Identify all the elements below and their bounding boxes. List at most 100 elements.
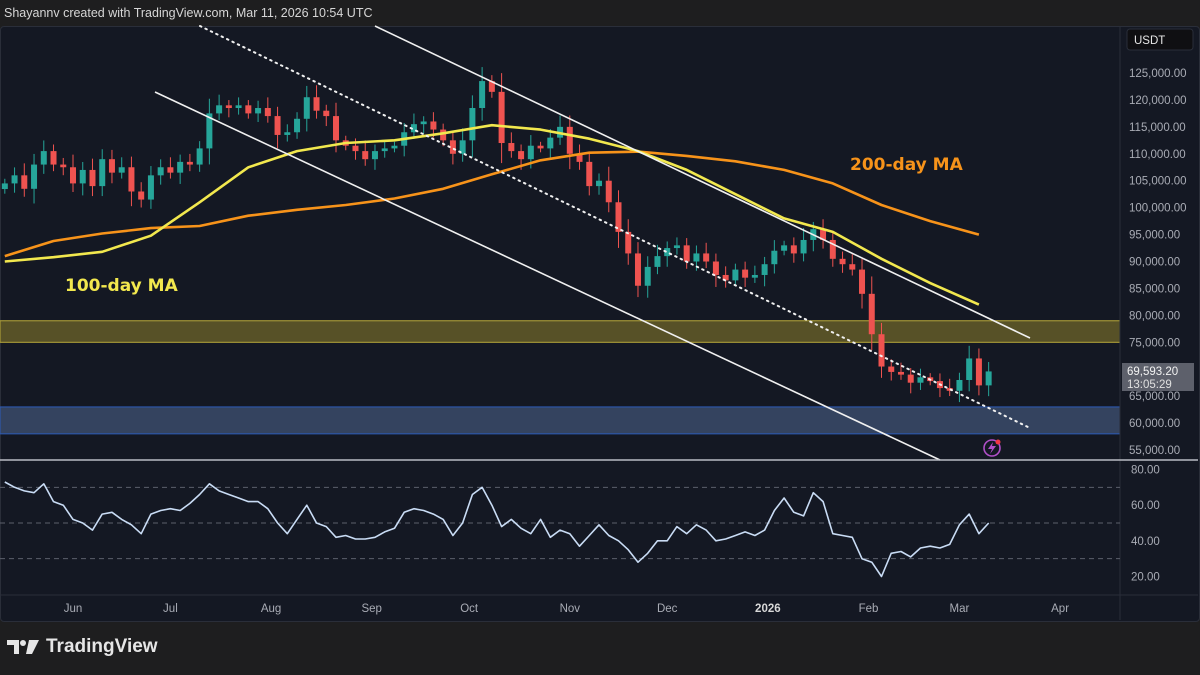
candle bbox=[673, 237, 680, 255]
candle-body bbox=[323, 110, 330, 117]
channel-lower-line[interactable] bbox=[154, 91, 941, 461]
candle-body bbox=[888, 366, 895, 372]
candle-body bbox=[488, 81, 495, 92]
ma100-line[interactable] bbox=[4, 123, 980, 306]
candle bbox=[751, 265, 758, 283]
last-price-value: 69,593.20 bbox=[1127, 366, 1178, 378]
candle-body bbox=[11, 175, 18, 184]
candle bbox=[722, 266, 729, 288]
candle-body bbox=[966, 358, 973, 381]
candle-body bbox=[742, 269, 749, 278]
candle-body bbox=[634, 253, 641, 286]
supply-zone[interactable] bbox=[0, 320, 1121, 343]
price-axis: 125,000.00 120,000.00 115,000.00 110,000.00… bbox=[1129, 68, 1187, 457]
price-tick-label: 80,000.00 bbox=[1129, 310, 1180, 322]
candle-body bbox=[508, 143, 515, 152]
candle-body bbox=[391, 145, 398, 149]
candle bbox=[975, 348, 982, 396]
candle-body bbox=[70, 167, 76, 184]
candle-body bbox=[255, 108, 262, 114]
candle bbox=[410, 113, 417, 139]
candle bbox=[157, 159, 164, 185]
time-tick-label: Mar bbox=[950, 603, 970, 615]
candle-body bbox=[518, 151, 525, 160]
candle bbox=[196, 141, 203, 172]
candle bbox=[11, 167, 18, 193]
candle-body bbox=[722, 274, 729, 281]
candle-body bbox=[108, 159, 115, 173]
candle bbox=[167, 157, 174, 179]
candle bbox=[89, 158, 96, 197]
time-tick-label: Dec bbox=[657, 603, 678, 615]
candles bbox=[1, 67, 992, 403]
candle bbox=[566, 115, 573, 170]
candle bbox=[440, 123, 447, 147]
candle-body bbox=[21, 175, 28, 189]
candle-body bbox=[586, 161, 593, 187]
tradingview-logo[interactable]: TradingView bbox=[6, 636, 158, 658]
candle-body bbox=[50, 151, 57, 165]
candle bbox=[147, 166, 154, 209]
candle bbox=[664, 241, 671, 267]
candle bbox=[381, 140, 388, 158]
candle-body bbox=[654, 256, 661, 267]
rsi-tick-label: 60.00 bbox=[1131, 500, 1160, 512]
demand-zone[interactable] bbox=[0, 406, 1121, 435]
candle-body bbox=[371, 151, 378, 160]
price-tick-label: 110,000.00 bbox=[1129, 149, 1186, 161]
last-price-badge bbox=[1122, 363, 1194, 391]
candle-body bbox=[430, 121, 437, 130]
candle-body bbox=[820, 229, 827, 240]
candle-body bbox=[868, 293, 875, 335]
candle-body bbox=[410, 124, 417, 133]
ma200-line[interactable] bbox=[4, 150, 980, 258]
time-tick-label: Apr bbox=[1051, 603, 1069, 615]
currency-badge[interactable] bbox=[1126, 28, 1194, 51]
lightning-icon[interactable] bbox=[983, 439, 1001, 457]
time-tick-label: Nov bbox=[560, 603, 581, 615]
candle-body bbox=[469, 108, 476, 141]
candle bbox=[966, 345, 973, 392]
candle-body bbox=[1, 183, 8, 190]
candle bbox=[712, 253, 719, 287]
candle bbox=[946, 378, 953, 397]
candle-body bbox=[732, 269, 739, 281]
candle-body bbox=[693, 253, 700, 262]
time-tick-label: Aug bbox=[261, 603, 281, 615]
candle-body bbox=[196, 148, 203, 165]
candle-body bbox=[128, 167, 135, 192]
candle-body bbox=[138, 191, 145, 200]
candle-body bbox=[596, 180, 603, 187]
candle-body bbox=[615, 202, 622, 232]
candle-body bbox=[956, 380, 963, 391]
candle bbox=[634, 242, 641, 298]
candle-body bbox=[712, 261, 719, 275]
rsi-line[interactable] bbox=[4, 481, 990, 578]
candle-body bbox=[99, 159, 106, 187]
candle bbox=[771, 240, 778, 274]
candle bbox=[907, 368, 914, 394]
candle bbox=[186, 153, 193, 172]
candle bbox=[313, 85, 320, 119]
candle bbox=[108, 149, 115, 184]
channel-upper-line[interactable] bbox=[374, 25, 1031, 339]
ma200-label: 200-day MA bbox=[850, 155, 964, 175]
candle bbox=[547, 129, 554, 159]
channel-mid-dotted-line[interactable] bbox=[199, 25, 1031, 429]
candle bbox=[245, 100, 252, 119]
candle bbox=[235, 97, 242, 115]
candle bbox=[888, 359, 895, 381]
candle-body bbox=[167, 167, 174, 173]
candle bbox=[839, 251, 846, 273]
candle-body bbox=[644, 266, 651, 286]
price-tick-label: 65,000.00 bbox=[1129, 391, 1180, 403]
candle bbox=[479, 67, 486, 121]
candle-body bbox=[216, 105, 223, 114]
price-tick-label: 85,000.00 bbox=[1129, 283, 1180, 295]
candle bbox=[118, 157, 125, 179]
candle-body bbox=[703, 253, 710, 262]
candle bbox=[859, 258, 866, 309]
moving-averages bbox=[4, 123, 980, 306]
candle-body bbox=[625, 231, 632, 254]
